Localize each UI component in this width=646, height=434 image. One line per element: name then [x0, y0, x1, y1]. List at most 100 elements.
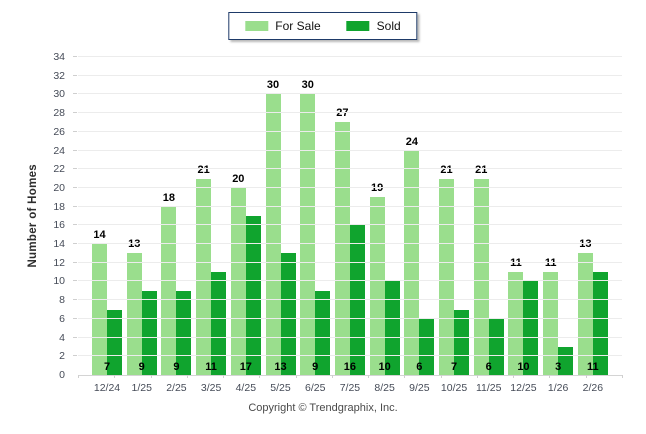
y-axis-tick — [73, 149, 77, 151]
for-sale-bar — [196, 179, 212, 375]
y-axis-tick-label: 2 — [59, 350, 65, 363]
y-axis-tick-label: 4 — [59, 331, 65, 344]
gridline — [78, 186, 622, 188]
sold-bar — [141, 291, 157, 375]
x-axis-tick — [368, 375, 370, 378]
sold-swatch-icon — [346, 21, 370, 31]
for-sale-bar — [161, 207, 177, 375]
for-sale-value-label: 20 — [232, 173, 245, 185]
bar-group: 27167/25 — [334, 57, 365, 394]
legend: For Sale Sold — [228, 12, 418, 40]
sold-bar — [315, 291, 331, 375]
y-axis-tick-label: 34 — [53, 51, 65, 63]
sold-bar — [245, 216, 261, 375]
y-axis-tick — [73, 355, 77, 357]
bar-group: 11 10 12/25 — [508, 57, 539, 394]
x-axis-tick — [622, 375, 623, 378]
y-axis-tick — [73, 186, 77, 188]
y-axis-tick — [73, 336, 77, 338]
gridline — [78, 74, 622, 76]
x-axis-category-label: 3/25 — [200, 382, 222, 394]
bar-group: 18 9 2/25 — [161, 57, 192, 394]
bar-group: 21 11 3/25 — [196, 57, 227, 394]
for-sale-bar — [230, 188, 246, 375]
sold-value-label: 10 — [517, 361, 530, 373]
y-axis-tick-label: 0 — [59, 369, 65, 381]
y-axis-tick-label: 30 — [53, 88, 65, 101]
sold-value-label: 13 — [274, 361, 287, 373]
sold-bar — [523, 281, 539, 375]
for-sale-value-label: 30 — [301, 79, 314, 91]
sold-value-label: 7 — [450, 361, 458, 373]
bar-group: 24 6 9/25 — [404, 57, 435, 394]
y-axis-tick-label: 6 — [59, 312, 65, 325]
for-sale-swatch-icon — [245, 21, 269, 31]
gridline — [78, 168, 622, 170]
for-sale-value-label: 21 — [440, 164, 453, 176]
sold-bar — [558, 347, 574, 375]
sold-bar — [384, 281, 400, 375]
y-axis-tick — [73, 261, 77, 263]
for-sale-value-label: 24 — [405, 136, 418, 148]
y-axis-tick-label: 8 — [59, 294, 65, 307]
y-axis-tick-label: 22 — [53, 163, 65, 176]
sold-bar — [488, 319, 504, 375]
x-axis-tick — [585, 375, 587, 378]
gridline — [78, 205, 622, 207]
y-axis-tick-label: 12 — [53, 256, 65, 269]
legend-item-sold: Sold — [346, 19, 401, 33]
for-sale-bar — [92, 244, 107, 375]
gridline — [78, 149, 622, 151]
bar-group: 13112/26 — [577, 57, 608, 394]
x-axis-tick — [295, 375, 297, 378]
y-axis-tick-label: 18 — [53, 200, 65, 213]
for-sale-bar — [577, 253, 593, 375]
x-axis-tick — [440, 375, 442, 378]
sold-value-label: 11 — [205, 361, 217, 373]
sold-value-label: 9 — [138, 361, 145, 373]
x-axis-category-label: 6/25 — [305, 382, 326, 394]
sold-bar — [176, 291, 192, 375]
y-axis-tick-label: 24 — [53, 144, 65, 157]
x-axis-category-label: 2/26 — [582, 382, 604, 394]
sold-legend-label: Sold — [376, 19, 401, 33]
x-axis-tick — [78, 375, 79, 378]
y-axis-tick-label: 16 — [53, 219, 65, 232]
bar-group: 30 13 5/25 — [265, 57, 296, 394]
sold-bar — [592, 272, 608, 375]
gridline — [78, 130, 622, 132]
gridline — [78, 336, 622, 338]
y-axis-tick — [73, 56, 77, 57]
for-sale-bar — [508, 272, 524, 375]
bar-group: 14 7 12/24 — [92, 57, 122, 394]
y-axis-tick-label: 28 — [53, 107, 65, 120]
for-sale-bar — [300, 94, 316, 375]
y-axis-tick — [73, 280, 77, 282]
x-axis-tick — [549, 375, 551, 378]
gridline — [78, 299, 622, 301]
sold-bar — [211, 272, 227, 375]
sold-bar — [107, 310, 122, 375]
x-axis-category-label: 7/25 — [339, 382, 361, 394]
y-axis-tick-label: 10 — [53, 275, 65, 288]
sold-value-label: 9 — [173, 361, 180, 373]
bar-group: 1391/25 — [126, 57, 157, 394]
y-axis-tick — [73, 317, 77, 319]
x-axis-category-label: 1/26 — [547, 382, 569, 394]
bar-groups: 14 7 12/24 13 9 1/25 18 9 2/25 21 11 3/25 20 17 4/25 30… — [78, 57, 622, 394]
x-axis-category-label: 11/25 — [475, 382, 502, 394]
x-axis-category-label: 2/25 — [166, 382, 187, 394]
y-axis-tick-labels: 0 2 4 6 8 10 12 14 16 18 20 22 24 26 28 30 32 34 — [0, 51, 71, 381]
for-sale-bar — [369, 197, 385, 375]
x-axis-tick — [259, 375, 261, 378]
x-axis-tick — [513, 375, 515, 378]
for-sale-value-label: 11 — [544, 257, 557, 269]
y-axis-tick — [73, 112, 77, 114]
gridline — [78, 224, 622, 226]
gridline — [78, 112, 622, 114]
x-axis-category-label: 9/25 — [409, 382, 430, 394]
sold-value-label: 9 — [312, 361, 319, 373]
bar-group: 11 3 1/26 — [543, 57, 574, 394]
sold-value-label: 3 — [555, 361, 562, 373]
